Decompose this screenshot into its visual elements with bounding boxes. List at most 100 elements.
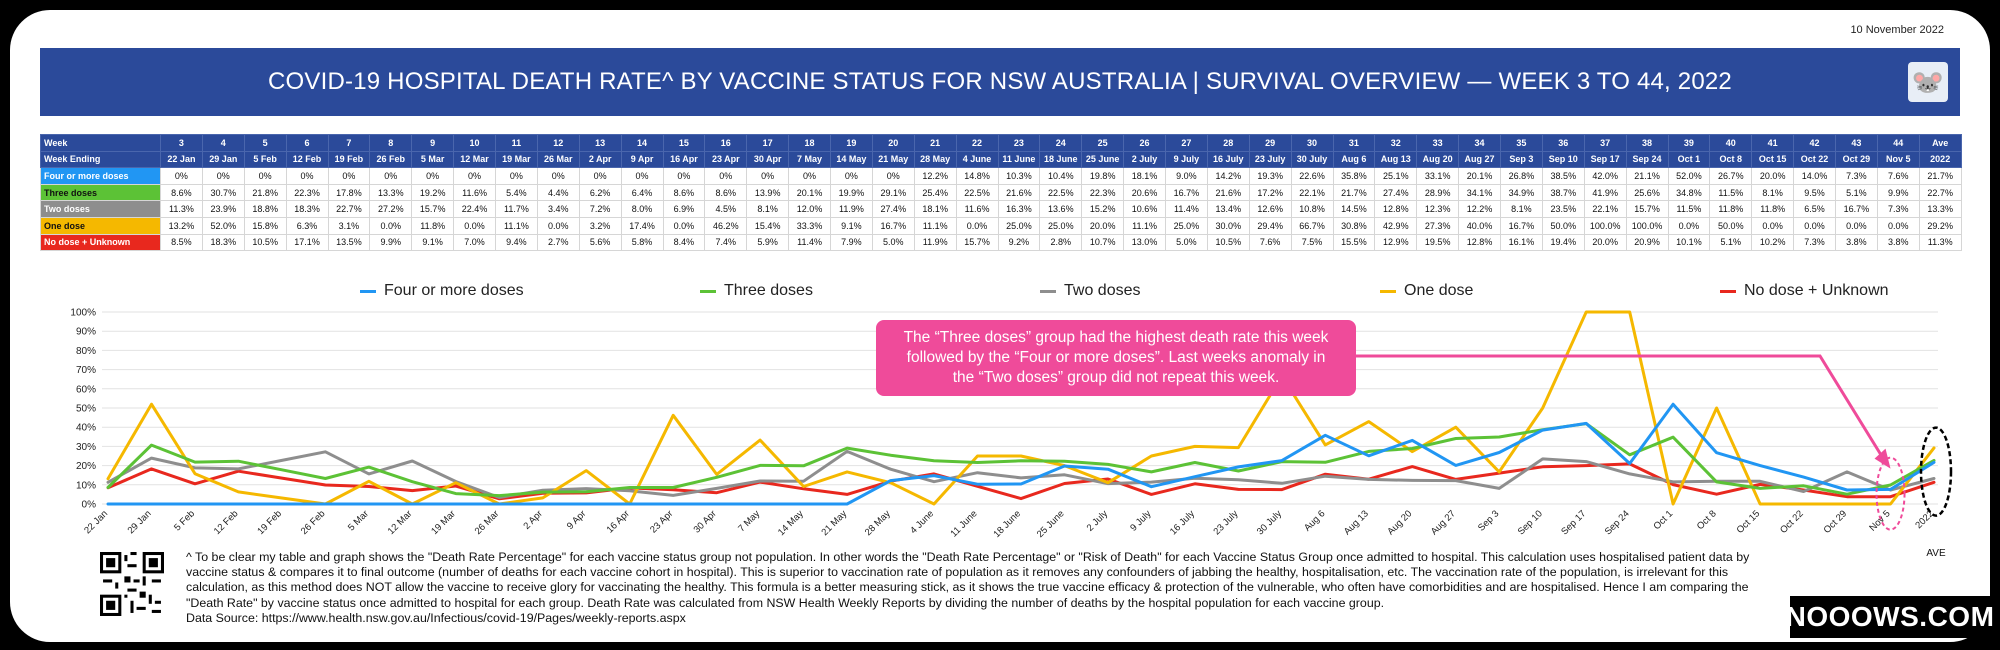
footnote: ^ To be clear my table and graph shows t… [186,550,1776,626]
week-ending-cell: 30 Apr [746,150,790,169]
table-row: No dose + Unknown 8.5% 18.3% 10.5% 17.1% 13.5… [40,233,1962,252]
week-number-cell: 17 [746,134,790,152]
highlight-ellipse [1875,456,1906,531]
x-tick-label: 16 Apr [605,508,632,535]
x-tick-label: Oct 29 [1822,508,1850,536]
week-ending-cell: Aug 20 [1416,150,1460,169]
week-number-cell: 12 [536,134,580,152]
chart-legend: Four or more doses Three doses Two doses On… [360,282,2000,300]
callout-line: The “Three doses” group had the highest … [903,329,1329,346]
value-cell: 13.3% [1918,200,1962,218]
group-label: Two doses [40,200,161,218]
value-cell: 2.7% [536,233,580,252]
footnote-text: ^ To be clear my table and graph shows t… [186,550,1750,610]
week-number-cell: 21 [913,134,957,152]
week-number-cell: 9 [411,134,455,152]
week-number-cell: 20 [871,134,915,152]
legend-swatch [1040,289,1056,293]
legend-label: No dose + Unknown [1744,282,1889,299]
week-ending-cell: 23 Apr [704,150,748,169]
x-tick-label: 12 Feb [212,508,241,537]
x-tick-label: 19 Mar [429,508,458,537]
group-label: Three doses [40,183,161,202]
x-tick-label: Sep 10 [1516,508,1545,537]
publish-date: 10 November 2022 [1850,24,1944,36]
legend-label: Two doses [1064,282,1141,299]
week-ending-cell: 21 May [871,150,915,169]
week-number-cell: 43 [1835,134,1878,152]
y-tick-label: 90% [76,327,96,338]
x-tick-label: Oct 15 [1735,508,1763,536]
week-number-cell: 23 [997,134,1041,152]
x-tick-label: 2 Apr [521,508,544,531]
x-tick-label: 12 Mar [386,508,415,537]
x-tick-label: Oct 8 [1695,508,1719,532]
legend-label: Three doses [724,282,813,299]
week-number-cell: 40 [1709,134,1753,152]
x-tick-label: 30 Apr [692,508,719,535]
legend-item: One dose [1380,282,1720,300]
value-cell: 5.8% [620,233,664,252]
callout-line: followed by the “Four or more doses”. La… [906,349,1326,366]
week-ending-cell: 29 Jan [201,150,245,169]
x-tick-label: 23 July [1211,508,1240,537]
table-row: Three doses 8.6% 30.7% 21.8% 22.3% 17.8% 13.3%… [40,183,1962,202]
x-tick-label: 11 June [948,508,979,539]
value-cell: 9.1% [411,233,455,252]
legend-label: Four or more doses [384,282,524,299]
week-number-cell: 26 [1123,134,1166,152]
week-number-cell: 5 [243,134,287,152]
series-line-four-or-more-doses [106,402,1936,506]
x-tick-label: Aug 13 [1342,508,1371,537]
week-number-cell: 36 [1541,134,1585,152]
legend-swatch [1380,289,1396,293]
ave-label: AVE [1926,548,1946,559]
y-tick-label: 30% [76,442,96,453]
row-label: Week [40,134,161,152]
week-number-cell: 42 [1793,134,1836,152]
x-tick-label: 21 May [819,508,849,538]
value-cell: 18.3% [201,233,245,252]
x-tick-label: Oct 22 [1778,508,1806,536]
x-tick-label: 28 May [863,508,893,538]
row-label: Week Ending [40,150,161,169]
x-tick-label: 23 Apr [648,508,675,535]
table-row: Two doses 11.3% 23.9% 18.8% 18.3% 22.7% 27.2% 1… [40,200,1962,218]
y-tick-label: 10% [76,480,96,491]
week-number-cell: 37 [1583,134,1627,152]
legend-item: No dose + Unknown [1720,282,2000,300]
x-tick-label: 19 Feb [255,508,284,537]
x-tick-label: Sep 3 [1476,508,1501,533]
week-ending-cell: Oct 15 [1751,150,1795,169]
week-ending-cell: 2 Apr [578,150,622,169]
death-rate-table: Week 3 4 5 6 7 8 9 10 11 12 13 14 15 16 17 18 19 20 21 22 23 2… [40,134,1962,252]
value-cell: 3.8% [1835,233,1878,252]
y-tick-label: 60% [76,384,96,395]
value-cell: 7.9% [830,233,873,252]
value-cell: 19.5% [1416,233,1460,252]
x-tick-label: 26 Feb [299,508,328,537]
week-number-cell: 30 [1290,134,1334,152]
x-tick-label: 18 June [991,508,1023,540]
data-source: Data Source: https://www.health.nsw.gov.… [186,610,686,625]
y-tick-label: 70% [76,365,96,376]
x-tick-label: 30 July [1255,508,1284,537]
callout-arrow [1356,354,1886,462]
legend-swatch [360,289,376,293]
value-cell: 3.8% [1876,233,1920,252]
y-tick-label: 100% [70,308,96,319]
legend-swatch [1720,289,1736,293]
arrow-head-icon [1874,448,1891,469]
x-tick-label: 16 July [1168,508,1197,537]
value-cell: 7.4% [704,233,748,252]
legend-label: One dose [1404,282,1474,299]
callout-line: the “Two doses” group did not repeat thi… [952,369,1280,386]
callout-note: The “Three doses” group had the highest … [876,320,1356,396]
week-number-cell: 7 [327,134,371,152]
week-ending-cell: 28 May [913,150,957,169]
title-banner: COVID-19 HOSPITAL DEATH RATE^ BY VACCINE… [40,48,1960,116]
series-line-three-doses [106,422,1936,498]
x-tick-label: Oct 1 [1651,508,1675,532]
x-tick-label: 14 May [776,508,806,538]
